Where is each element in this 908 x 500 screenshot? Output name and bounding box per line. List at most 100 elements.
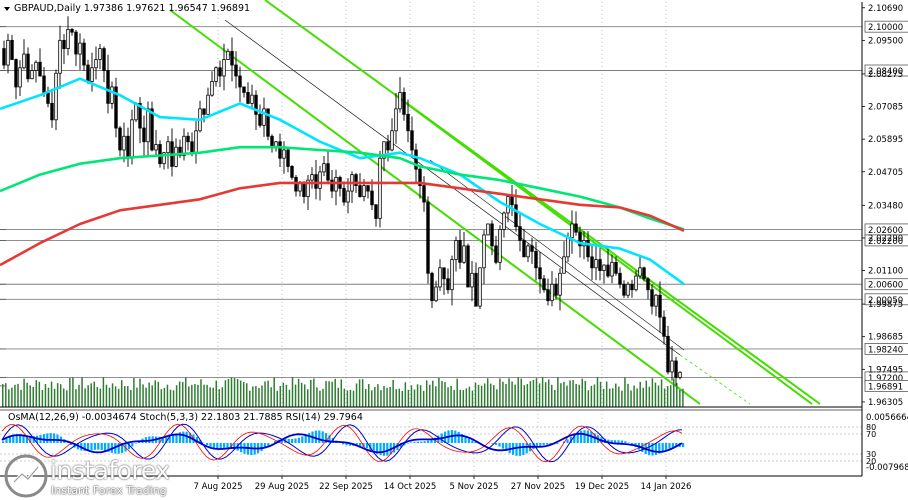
osma-bar <box>654 443 657 455</box>
osma-bar <box>321 431 324 443</box>
candle-body <box>370 190 374 206</box>
osma-bar <box>464 436 467 443</box>
osma-bar <box>226 443 229 449</box>
volume-bar <box>203 384 205 407</box>
osma-bar <box>25 435 28 443</box>
osma-bar <box>467 438 470 443</box>
trend-channels[interactable] <box>169 0 821 405</box>
candle-body <box>410 130 414 151</box>
candle-body <box>390 130 394 151</box>
volume-bar <box>447 387 449 407</box>
price-level-label-box <box>864 293 908 306</box>
osma-bar <box>631 443 634 445</box>
osma-bar <box>651 443 654 456</box>
volume-bar <box>230 377 233 407</box>
candle-body <box>450 259 454 291</box>
indicator-level-label: 30 <box>866 450 876 459</box>
osma-bar <box>413 441 416 443</box>
candle-body <box>222 59 226 77</box>
osma-bar <box>46 433 49 443</box>
candle-body <box>454 239 458 260</box>
y-tick-label: 1.99875 <box>868 300 903 310</box>
volume-bar <box>663 388 666 407</box>
volume-bar <box>197 384 199 407</box>
volume-bar <box>224 380 227 407</box>
volume-bar <box>486 378 489 407</box>
logo-mark-icon <box>4 454 48 498</box>
osma-bar <box>22 434 25 443</box>
osma-bar <box>617 440 620 443</box>
volume-bar <box>124 386 126 407</box>
volume-bar <box>471 390 474 407</box>
candle-body <box>86 64 90 82</box>
osma-bar <box>614 440 617 443</box>
candle-body <box>478 267 482 307</box>
volume-bar <box>435 386 437 407</box>
osma-bar <box>165 436 168 443</box>
volume-bar <box>35 380 38 407</box>
volume-bar <box>377 384 379 407</box>
osma-bar <box>508 443 511 454</box>
x-tick-label: 14 Oct 2025 <box>384 482 437 492</box>
volume-bar <box>209 387 211 407</box>
osma-bar <box>87 443 90 451</box>
volume-bar <box>630 390 632 407</box>
candle-body <box>282 149 286 159</box>
osma-bar <box>461 434 464 443</box>
volume-bar <box>660 379 663 407</box>
candle-body <box>490 223 494 247</box>
osma-bar <box>97 443 100 450</box>
candle-body <box>562 256 566 274</box>
candle-body <box>538 267 542 280</box>
volume-bar <box>648 386 651 407</box>
candle-body <box>70 29 74 33</box>
price-level-label: 1.97200 <box>868 374 903 384</box>
volume-bar <box>605 381 608 407</box>
osma-bar <box>53 433 56 443</box>
candle-body <box>578 231 582 247</box>
osma-bar <box>491 443 494 444</box>
volume-bar <box>679 389 681 407</box>
volume-bar <box>468 386 471 407</box>
volume-bar <box>642 387 644 407</box>
volume-bar <box>133 378 135 407</box>
osma-bar <box>328 435 331 443</box>
osma-bar <box>15 434 18 443</box>
price-level-label: 2.10000 <box>868 23 903 33</box>
osma-bar <box>199 439 202 443</box>
candle-body <box>486 223 490 236</box>
osma-bar <box>345 443 348 446</box>
volume-bar <box>374 387 376 407</box>
osma-bar <box>314 430 317 443</box>
volume-bar <box>538 383 541 407</box>
volume-bar <box>560 383 562 407</box>
moving-average-line <box>0 77 685 286</box>
volume-bar <box>2 384 4 407</box>
volume-bar <box>425 380 428 407</box>
volume-bar <box>267 380 269 407</box>
candle-body <box>294 176 298 192</box>
candle-body <box>254 94 258 115</box>
osma-bar <box>583 430 586 443</box>
volume-bar <box>130 389 132 407</box>
candle-body <box>658 294 662 318</box>
volume-bar <box>502 381 504 407</box>
osma-bar <box>209 443 212 447</box>
volume-bar <box>288 389 291 407</box>
candle-body <box>402 92 406 115</box>
volume-bar <box>84 388 86 407</box>
osma-bar <box>212 443 215 449</box>
volume-bar <box>136 387 138 407</box>
candle-body <box>458 239 462 263</box>
x-tick-label: 7 Aug 2025 <box>193 482 242 492</box>
osma-bar <box>263 443 266 449</box>
dropdown-triangle-icon[interactable] <box>4 7 10 11</box>
channel-line <box>394 94 813 405</box>
candle-body <box>522 239 526 258</box>
volume-bar <box>114 386 117 407</box>
candle-body <box>614 261 618 274</box>
volume-bar <box>541 377 544 407</box>
volume-bar <box>511 381 513 407</box>
volume-bar <box>355 383 358 407</box>
